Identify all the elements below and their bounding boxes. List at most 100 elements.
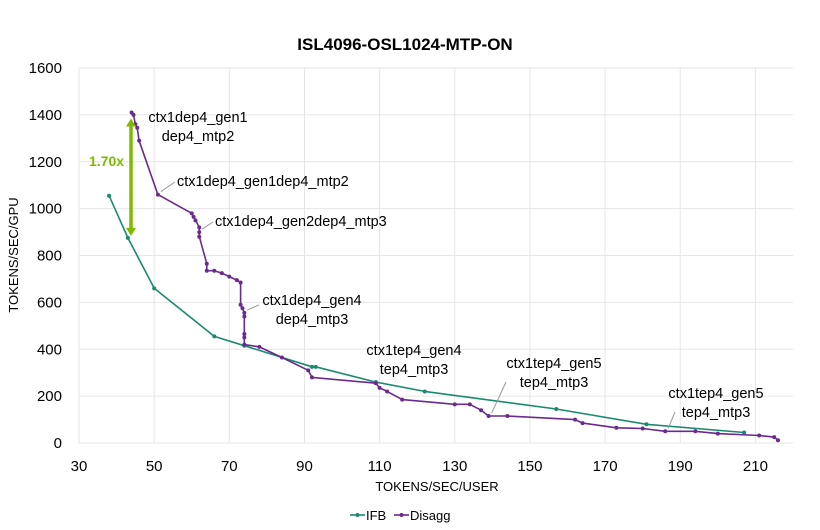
x-tick-label: 150 (517, 458, 542, 475)
data-point-disagg (204, 268, 209, 273)
data-point-disagg (234, 278, 239, 283)
data-point-disagg (242, 332, 247, 337)
ratio-marker: 1.70x (89, 118, 136, 236)
data-point-disagg (479, 408, 484, 413)
data-point-disagg (131, 112, 136, 117)
data-point-ifb (422, 389, 427, 394)
data-point-disagg (191, 214, 196, 219)
annotation-label: ctx1tep4_gen5 (668, 386, 763, 402)
y-tick-label: 1400 (29, 107, 62, 124)
data-point-ifb (313, 364, 318, 369)
data-point-disagg (227, 274, 232, 279)
data-point-disagg (137, 138, 142, 143)
data-point-disagg (373, 381, 378, 386)
x-tick-label: 30 (71, 458, 88, 475)
y-tick-label: 600 (37, 294, 62, 311)
annotation-label: tep4_mtp3 (380, 362, 449, 378)
data-point-disagg (238, 302, 243, 307)
data-point-disagg (775, 438, 780, 443)
y-tick-label: 1000 (29, 201, 62, 218)
data-point-disagg (197, 225, 202, 230)
annotation-label: ctx1tep4_gen4 (366, 343, 461, 359)
data-point-disagg (614, 425, 619, 430)
data-point-disagg (212, 268, 217, 273)
series-line-ifb (108, 195, 745, 434)
data-point-disagg (197, 234, 202, 239)
data-point-disagg (197, 230, 202, 235)
legend-ifb-label: IFB (366, 508, 386, 523)
data-point-disagg (242, 335, 247, 340)
y-tick-label: 800 (37, 248, 62, 265)
y-tick-label: 200 (37, 388, 62, 405)
series-layer (107, 110, 780, 443)
data-point-disagg (486, 414, 491, 419)
ratio-label: 1.70x (89, 153, 124, 169)
annotation: ctx1tep4_gen5 tep4_mtp3 (667, 386, 764, 429)
data-point-disagg (663, 429, 668, 434)
annotations: ctx1dep4_gen1dep4_mtp2 ctx1dep4_gen1dep4_… (148, 110, 764, 429)
legend-disagg-label: Disagg (410, 508, 450, 523)
annotation: ctx1tep4_gen4 tep4_mtp3 (366, 343, 461, 378)
annotation-label: tep4_mtp3 (682, 405, 751, 421)
data-point-disagg (400, 397, 405, 402)
data-point-disagg (219, 271, 224, 276)
data-point-disagg (242, 342, 247, 347)
data-point-disagg (385, 389, 390, 394)
data-point-ifb (554, 407, 559, 412)
data-point-disagg (135, 125, 140, 130)
y-tick-label: 1600 (29, 60, 62, 77)
tick-labels: 0 200 400 600 800 1000 1200 1400 1600 30 50 70 90 110… (29, 60, 768, 475)
annotation-label: dep4_mtp3 (276, 312, 349, 328)
x-tick-label: 130 (442, 458, 467, 475)
data-point-disagg (240, 306, 245, 311)
chart-title: ISL4096-OSL1024-MTP-ON (297, 35, 512, 54)
data-point-disagg (257, 344, 262, 349)
data-point-disagg (757, 433, 762, 438)
data-point-disagg (467, 402, 472, 407)
data-point-disagg (309, 375, 314, 380)
annotation-leader (491, 381, 507, 414)
legend-item-ifb[interactable]: IFB (350, 508, 386, 523)
x-tick-label: 110 (368, 458, 392, 475)
data-point-ifb (309, 364, 314, 369)
annotation-leader (201, 221, 214, 230)
data-point-disagg (204, 261, 209, 266)
data-point-ifb (107, 193, 112, 198)
legend-ifb-marker (355, 513, 360, 517)
data-point-ifb (212, 334, 217, 339)
data-point-disagg (693, 429, 698, 434)
legend-disagg-marker (399, 513, 404, 517)
ratio-arrow-head-top (126, 118, 136, 127)
legend-item-disagg[interactable]: Disagg (394, 508, 450, 523)
data-point-disagg (452, 402, 457, 407)
data-point-disagg (715, 431, 720, 436)
data-point-ifb (644, 422, 649, 427)
data-point-disagg (377, 385, 382, 390)
y-axis-title: TOKENS/SEC/GPU (6, 197, 21, 312)
data-point-disagg (155, 192, 160, 197)
x-tick-label: 70 (221, 458, 238, 475)
x-tick-label: 90 (296, 458, 313, 475)
data-point-ifb (742, 430, 747, 435)
x-tick-label: 190 (668, 458, 693, 475)
annotation-leader (667, 411, 676, 429)
annotation: ctx1dep4_gen1dep4_mtp2 (148, 110, 247, 145)
annotation: ctx1dep4_gen1dep4_mtp2 (160, 174, 349, 192)
data-point-disagg (640, 426, 645, 431)
data-point-disagg (242, 314, 247, 319)
data-point-disagg (573, 417, 578, 422)
x-tick-label: 210 (743, 458, 768, 475)
annotation-label: dep4_mtp2 (162, 129, 235, 145)
data-point-disagg (242, 310, 247, 315)
x-tick-label: 170 (593, 458, 618, 475)
annotation-leader (247, 304, 260, 311)
annotation-label: tep4_mtp3 (520, 375, 589, 391)
data-point-ifb (125, 235, 130, 240)
data-point-disagg (306, 368, 311, 373)
annotation-label: ctx1dep4_gen2dep4_mtp3 (215, 214, 387, 230)
annotation: ctx1dep4_gen2dep4_mtp3 (201, 214, 387, 230)
annotation: ctx1dep4_gen4 dep4_mtp3 (247, 293, 362, 328)
data-point-disagg (279, 355, 284, 360)
